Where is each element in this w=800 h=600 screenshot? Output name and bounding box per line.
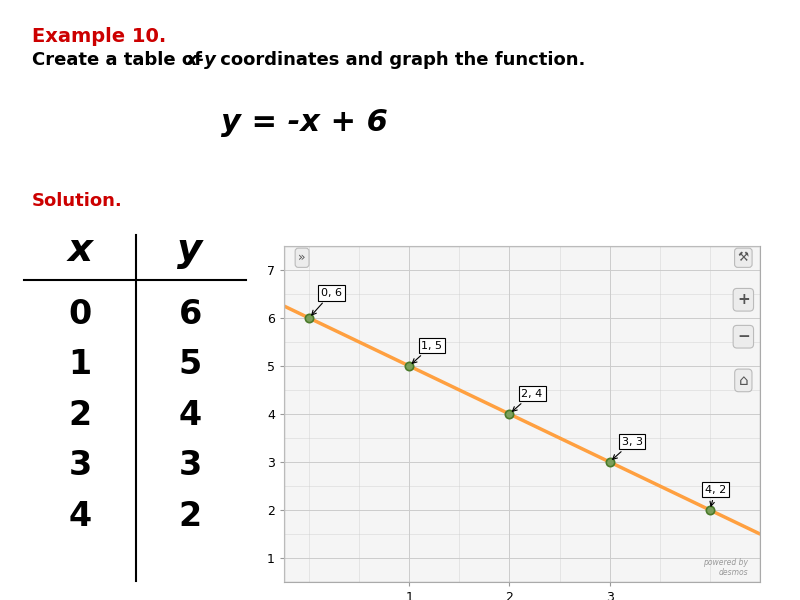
Text: 4: 4 bbox=[178, 398, 202, 432]
Text: 6: 6 bbox=[178, 298, 202, 331]
Text: ⚒: ⚒ bbox=[738, 251, 749, 264]
Text: 2: 2 bbox=[178, 499, 202, 533]
Text: coordinates and graph the function.: coordinates and graph the function. bbox=[214, 51, 585, 69]
Text: 3: 3 bbox=[68, 449, 92, 482]
Text: x-y: x-y bbox=[186, 51, 217, 69]
Text: 0, 6: 0, 6 bbox=[312, 288, 342, 315]
Text: ⌂: ⌂ bbox=[738, 373, 748, 388]
Text: 1: 1 bbox=[69, 348, 91, 382]
Text: x: x bbox=[67, 230, 93, 269]
Text: −: − bbox=[737, 329, 750, 344]
Text: Solution.: Solution. bbox=[32, 192, 122, 210]
Text: 3, 3: 3, 3 bbox=[613, 437, 642, 460]
Text: 3: 3 bbox=[178, 449, 202, 482]
Text: 1, 5: 1, 5 bbox=[412, 341, 442, 364]
Text: 0: 0 bbox=[68, 298, 92, 331]
Text: 4, 2: 4, 2 bbox=[705, 485, 726, 506]
Text: 5: 5 bbox=[178, 348, 202, 382]
Text: Create a table of: Create a table of bbox=[32, 51, 208, 69]
Text: 2: 2 bbox=[69, 398, 91, 432]
Text: 4: 4 bbox=[69, 499, 91, 533]
Text: +: + bbox=[737, 292, 750, 307]
Text: y = -x + 6: y = -x + 6 bbox=[221, 108, 387, 137]
Text: y: y bbox=[178, 230, 202, 269]
Text: »: » bbox=[298, 251, 306, 264]
Text: powered by
desmos: powered by desmos bbox=[703, 557, 748, 577]
Text: 2, 4: 2, 4 bbox=[513, 389, 542, 412]
Text: Example 10.: Example 10. bbox=[32, 27, 166, 46]
